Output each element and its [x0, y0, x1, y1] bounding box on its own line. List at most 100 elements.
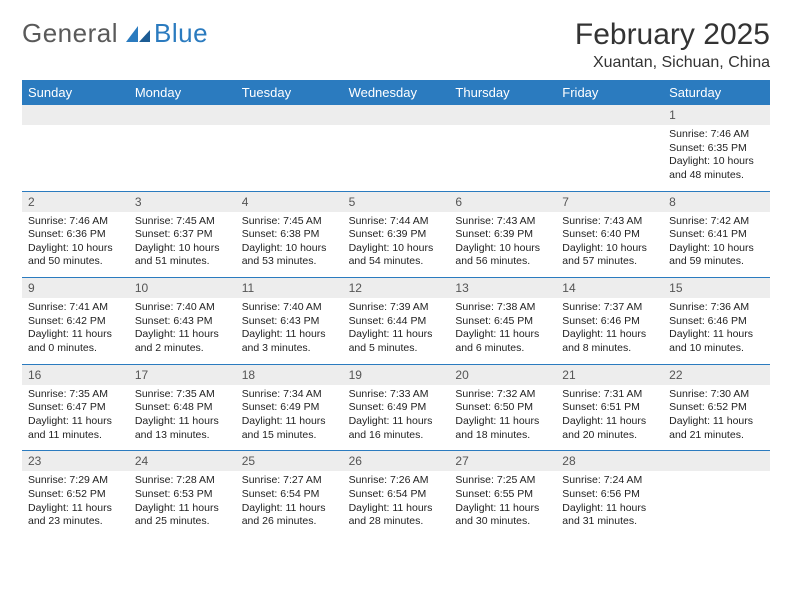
logo-text-blue: Blue: [154, 18, 208, 49]
sunrise-text: Sunrise: 7:46 AM: [669, 128, 764, 142]
daylight-text: Daylight: 11 hours and 23 minutes.: [28, 502, 123, 529]
day-body: Sunrise: 7:28 AMSunset: 6:53 PMDaylight:…: [129, 471, 236, 537]
day-body: Sunrise: 7:29 AMSunset: 6:52 PMDaylight:…: [22, 471, 129, 537]
daylight-text: Daylight: 11 hours and 10 minutes.: [669, 328, 764, 355]
sunset-text: Sunset: 6:46 PM: [562, 315, 657, 329]
daylight-text: Daylight: 11 hours and 0 minutes.: [28, 328, 123, 355]
day-body: Sunrise: 7:44 AMSunset: 6:39 PMDaylight:…: [343, 212, 450, 278]
day-number: 5: [343, 192, 450, 212]
sunrise-text: Sunrise: 7:26 AM: [349, 474, 444, 488]
sunset-text: Sunset: 6:54 PM: [242, 488, 337, 502]
sunrise-text: Sunrise: 7:45 AM: [135, 215, 230, 229]
day-cell: 28Sunrise: 7:24 AMSunset: 6:56 PMDayligh…: [556, 451, 663, 537]
day-cell: 21Sunrise: 7:31 AMSunset: 6:51 PMDayligh…: [556, 365, 663, 451]
day-body: Sunrise: 7:26 AMSunset: 6:54 PMDaylight:…: [343, 471, 450, 537]
sunrise-text: Sunrise: 7:37 AM: [562, 301, 657, 315]
day-body: Sunrise: 7:37 AMSunset: 6:46 PMDaylight:…: [556, 298, 663, 364]
day-cell: [663, 451, 770, 537]
sunset-text: Sunset: 6:47 PM: [28, 401, 123, 415]
day-number: 22: [663, 365, 770, 385]
sunrise-text: Sunrise: 7:31 AM: [562, 388, 657, 402]
day-body: Sunrise: 7:45 AMSunset: 6:38 PMDaylight:…: [236, 212, 343, 278]
daylight-text: Daylight: 11 hours and 30 minutes.: [455, 502, 550, 529]
dow-cell: Sunday: [22, 80, 129, 105]
dow-cell: Tuesday: [236, 80, 343, 105]
day-body: Sunrise: 7:40 AMSunset: 6:43 PMDaylight:…: [236, 298, 343, 364]
dow-cell: Monday: [129, 80, 236, 105]
day-cell: 5Sunrise: 7:44 AMSunset: 6:39 PMDaylight…: [343, 192, 450, 278]
sunrise-text: Sunrise: 7:46 AM: [28, 215, 123, 229]
empty-day-body: [343, 125, 450, 187]
day-cell: 1Sunrise: 7:46 AMSunset: 6:35 PMDaylight…: [663, 105, 770, 191]
day-body: Sunrise: 7:45 AMSunset: 6:37 PMDaylight:…: [129, 212, 236, 278]
sunset-text: Sunset: 6:44 PM: [349, 315, 444, 329]
day-number: 11: [236, 278, 343, 298]
day-number: 3: [129, 192, 236, 212]
day-number: 12: [343, 278, 450, 298]
sunrise-text: Sunrise: 7:29 AM: [28, 474, 123, 488]
sunrise-text: Sunrise: 7:43 AM: [455, 215, 550, 229]
sunset-text: Sunset: 6:55 PM: [455, 488, 550, 502]
day-cell: 20Sunrise: 7:32 AMSunset: 6:50 PMDayligh…: [449, 365, 556, 451]
day-number: 4: [236, 192, 343, 212]
sunrise-text: Sunrise: 7:45 AM: [242, 215, 337, 229]
daylight-text: Daylight: 11 hours and 13 minutes.: [135, 415, 230, 442]
sunrise-text: Sunrise: 7:35 AM: [135, 388, 230, 402]
daylight-text: Daylight: 10 hours and 51 minutes.: [135, 242, 230, 269]
week-row: 9Sunrise: 7:41 AMSunset: 6:42 PMDaylight…: [22, 278, 770, 365]
day-cell: 26Sunrise: 7:26 AMSunset: 6:54 PMDayligh…: [343, 451, 450, 537]
day-cell: [343, 105, 450, 191]
day-cell: 9Sunrise: 7:41 AMSunset: 6:42 PMDaylight…: [22, 278, 129, 364]
day-number: 24: [129, 451, 236, 471]
day-cell: 11Sunrise: 7:40 AMSunset: 6:43 PMDayligh…: [236, 278, 343, 364]
sunset-text: Sunset: 6:52 PM: [669, 401, 764, 415]
day-number: 28: [556, 451, 663, 471]
empty-day-body: [236, 125, 343, 187]
sunset-text: Sunset: 6:45 PM: [455, 315, 550, 329]
day-cell: 2Sunrise: 7:46 AMSunset: 6:36 PMDaylight…: [22, 192, 129, 278]
day-number: 20: [449, 365, 556, 385]
day-cell: 12 Sunrise: 7:39 AMSunset: 6:44 PMDayligh…: [343, 278, 450, 364]
week-row: 2Sunrise: 7:46 AMSunset: 6:36 PMDaylight…: [22, 192, 770, 279]
day-cell: 8Sunrise: 7:42 AMSunset: 6:41 PMDaylight…: [663, 192, 770, 278]
day-cell: [556, 105, 663, 191]
day-number: 1: [663, 105, 770, 125]
day-number: 23: [22, 451, 129, 471]
sunset-text: Sunset: 6:43 PM: [135, 315, 230, 329]
sunrise-text: Sunrise: 7:42 AM: [669, 215, 764, 229]
daylight-text: Daylight: 11 hours and 26 minutes.: [242, 502, 337, 529]
day-cell: 24Sunrise: 7:28 AMSunset: 6:53 PMDayligh…: [129, 451, 236, 537]
daylight-text: Daylight: 10 hours and 54 minutes.: [349, 242, 444, 269]
sunrise-text: Sunrise: 7:40 AM: [135, 301, 230, 315]
sunrise-text: Sunrise: 7:44 AM: [349, 215, 444, 229]
daylight-text: Daylight: 11 hours and 25 minutes.: [135, 502, 230, 529]
day-cell: 7Sunrise: 7:43 AMSunset: 6:40 PMDaylight…: [556, 192, 663, 278]
daylight-text: Daylight: 10 hours and 48 minutes.: [669, 155, 764, 182]
title-block: February 2025 Xuantan, Sichuan, China: [575, 18, 770, 72]
day-number: 14: [556, 278, 663, 298]
sunset-text: Sunset: 6:49 PM: [242, 401, 337, 415]
sunset-text: Sunset: 6:46 PM: [669, 315, 764, 329]
day-cell: 3Sunrise: 7:45 AMSunset: 6:37 PMDaylight…: [129, 192, 236, 278]
day-body: Sunrise: 7:43 AMSunset: 6:40 PMDaylight:…: [556, 212, 663, 278]
day-body: Sunrise: 7:38 AMSunset: 6:45 PMDaylight:…: [449, 298, 556, 364]
sunset-text: Sunset: 6:43 PM: [242, 315, 337, 329]
sunrise-text: Sunrise: 7:35 AM: [28, 388, 123, 402]
empty-day-number: [343, 105, 450, 125]
sunset-text: Sunset: 6:42 PM: [28, 315, 123, 329]
week-row: 16Sunrise: 7:35 AMSunset: 6:47 PMDayligh…: [22, 365, 770, 452]
day-number: 10: [129, 278, 236, 298]
day-number: 2: [22, 192, 129, 212]
day-number: 26: [343, 451, 450, 471]
daylight-text: Daylight: 11 hours and 20 minutes.: [562, 415, 657, 442]
day-number: 15: [663, 278, 770, 298]
day-body: Sunrise: 7:36 AMSunset: 6:46 PMDaylight:…: [663, 298, 770, 364]
daylight-text: Daylight: 11 hours and 5 minutes.: [349, 328, 444, 355]
sunrise-text: Sunrise: 7:39 AM: [349, 301, 444, 315]
daylight-text: Daylight: 10 hours and 50 minutes.: [28, 242, 123, 269]
sunset-text: Sunset: 6:39 PM: [455, 228, 550, 242]
day-body: Sunrise: 7:30 AMSunset: 6:52 PMDaylight:…: [663, 385, 770, 451]
day-body: Sunrise: 7:40 AMSunset: 6:43 PMDaylight:…: [129, 298, 236, 364]
dow-cell: Saturday: [663, 80, 770, 105]
sunrise-text: Sunrise: 7:28 AM: [135, 474, 230, 488]
